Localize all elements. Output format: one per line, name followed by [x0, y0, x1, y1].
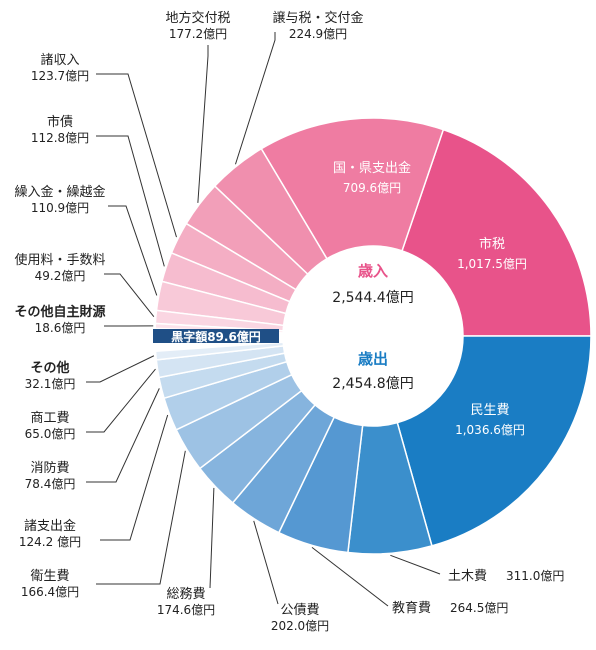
expenditure-label-0: 民生費	[470, 403, 509, 418]
expenditure-label-9: その他	[30, 360, 69, 376]
expenditure-leader-4	[209, 487, 215, 589]
revenue-value-7: 49.2億円	[35, 269, 86, 283]
revenue-leader-7	[104, 273, 155, 318]
revenue-label-1: 国・県支出金	[333, 160, 411, 176]
expenditure-value-3: 202.0億円	[271, 619, 329, 633]
revenue-label-2: 譲与税・交付金	[272, 10, 363, 26]
expenditure-leader-1	[390, 554, 441, 575]
expenditure-leader-6	[100, 414, 169, 541]
revenue-label-6: 繰入金・繰越金	[14, 184, 105, 200]
revenue-leader-3	[197, 45, 209, 203]
revenue-leader-5	[96, 135, 165, 267]
revenue-value-4: 123.7億円	[31, 69, 89, 83]
expenditure-value-6: 124.2 億円	[19, 535, 81, 549]
revenue-heading: 歳入	[358, 262, 388, 280]
expenditure-slice-0	[396, 335, 592, 547]
expenditure-leader-8	[86, 368, 156, 433]
expenditure-leader-7	[86, 388, 160, 483]
expenditure-value-9: 32.1億円	[25, 377, 76, 391]
expenditure-leader-5	[96, 450, 186, 585]
revenue-leader-4	[96, 73, 177, 238]
expenditure-label-8: 商工費	[30, 411, 69, 426]
revenue-value-5: 112.8億円	[31, 131, 89, 145]
revenue-slice-0	[401, 128, 592, 337]
expenditure-leader-3	[253, 520, 279, 605]
revenue-value-6: 110.9億円	[31, 201, 89, 215]
expenditure-label-5: 衛生費	[30, 569, 69, 584]
expenditure-value-0: 1,036.6億円	[455, 423, 525, 437]
expenditure-label-2: 教育費	[392, 600, 431, 616]
expenditure-leader-2	[311, 546, 389, 607]
expenditure-value-1: 311.0億円	[506, 569, 564, 583]
expenditure-label-1: 土木費	[448, 569, 487, 584]
revenue-label-4: 諸収入	[40, 52, 79, 68]
expenditure-value-4: 174.6億円	[157, 603, 215, 617]
donut-slices	[154, 117, 592, 555]
expenditure-label-4: 総務費	[166, 587, 205, 602]
revenue-value-1: 709.6億円	[343, 181, 401, 195]
revenue-label-0: 市税	[479, 236, 505, 252]
expenditure-value-8: 65.0億円	[25, 427, 76, 441]
leader-lines	[86, 32, 441, 607]
revenue-value-2: 224.9億円	[289, 27, 347, 41]
revenue-label-7: 使用料・手数料	[14, 252, 105, 268]
surplus-label: 黒字額89.6億円	[171, 329, 261, 344]
revenue-label-3: 地方交付税	[165, 10, 230, 26]
expenditure-value-5: 166.4億円	[21, 585, 79, 599]
expenditure-label-3: 公債費	[280, 603, 319, 618]
revenue-value-3: 177.2億円	[169, 27, 227, 41]
revenue-leader-6	[108, 205, 158, 296]
expenditure-slice-9	[154, 341, 285, 361]
expenditure-heading: 歳出	[358, 350, 388, 368]
expenditure-value-7: 78.4億円	[25, 477, 76, 491]
revenue-leader-2	[234, 32, 276, 165]
revenue-label-5: 市債	[47, 114, 73, 130]
revenue-label-8: その他自主財源	[14, 304, 105, 320]
expenditure-leader-9	[86, 355, 155, 383]
expenditure-value-2: 264.5億円	[450, 601, 508, 615]
expenditure-label-7: 消防費	[30, 460, 69, 476]
expenditure-total: 2,454.8億円	[332, 376, 413, 392]
surplus-band	[153, 329, 279, 343]
expenditure-label-6: 諸支出金	[24, 518, 76, 534]
revenue-slice-1	[260, 117, 445, 260]
revenue-value-0: 1,017.5億円	[457, 257, 527, 271]
revenue-value-8: 18.6億円	[35, 321, 86, 335]
revenue-total: 2,544.4億円	[332, 290, 413, 306]
